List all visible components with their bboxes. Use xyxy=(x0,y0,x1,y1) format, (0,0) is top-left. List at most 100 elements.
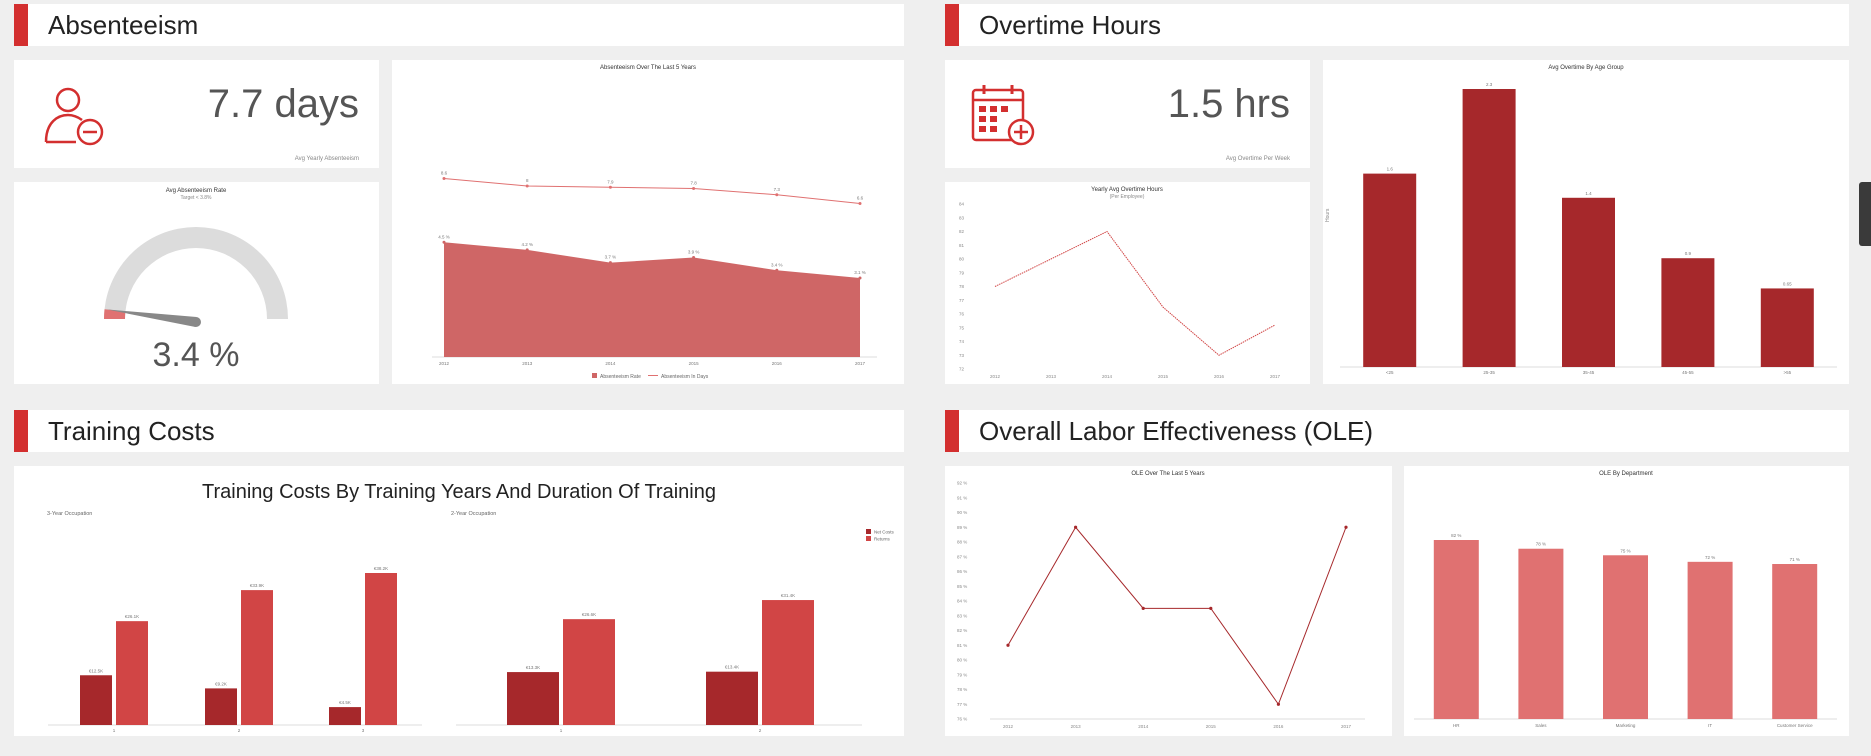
data-point xyxy=(1209,606,1213,610)
y-tick-label: 78 % xyxy=(957,687,967,692)
ole-trend-chart: OLE Over The Last 5 Years 76 % 77 % 78 % 79… xyxy=(957,471,1365,729)
y-tick-label: 90 % xyxy=(957,510,967,515)
group-label: 3-Year Occupation xyxy=(47,511,92,517)
y-tick-label: 89 % xyxy=(957,525,967,530)
y-tick-label: 85 % xyxy=(957,584,967,589)
y-tick-label: 79 xyxy=(959,270,965,275)
x-tick-label: 2017 xyxy=(855,361,866,366)
bar-returns xyxy=(116,621,148,725)
data-label-net: €4.5K xyxy=(339,700,351,705)
x-tick-label: 2013 xyxy=(1046,374,1057,379)
y-tick-label: 77 xyxy=(959,298,965,303)
chart-subtitle: Target < 3.8% xyxy=(181,195,213,201)
bar-returns xyxy=(762,600,814,725)
x-tick-label: 2014 xyxy=(1138,724,1149,729)
data-label-rate: 3.7 % xyxy=(605,255,617,260)
data-label-net: €9.2K xyxy=(215,681,227,686)
side-panel-tab[interactable] xyxy=(1859,182,1871,246)
x-tick-label: 1 xyxy=(560,728,563,733)
x-tick-label: IT xyxy=(1708,723,1712,728)
section-accent xyxy=(14,410,28,452)
data-label-days: 7.3 xyxy=(774,187,781,192)
legend-label-net: Net Costs xyxy=(874,530,895,535)
y-tick-label: 79 % xyxy=(957,672,967,677)
x-tick-label: Customer Service xyxy=(1777,723,1813,728)
x-tick-label: 2015 xyxy=(689,361,700,366)
gauge-card: Avg Absenteeism Rate Target < 3.8% 3.4 % xyxy=(14,182,379,384)
y-tick-label: 81 % xyxy=(957,643,967,648)
chart-legend: Absenteeism Rate Absenteeism In Days xyxy=(592,373,709,380)
gauge-needle xyxy=(106,309,197,327)
section-title: Training Costs xyxy=(48,415,215,446)
x-tick-label: 2014 xyxy=(1102,374,1113,379)
x-tick-label: HR xyxy=(1453,723,1460,728)
kpi-value: 7.7 days xyxy=(207,82,359,126)
y-tick-label: 83 % xyxy=(957,613,967,618)
y-tick-label: 86 % xyxy=(957,569,967,574)
y-tick-label: 76 % xyxy=(957,717,967,722)
data-label-rate: 3.1 % xyxy=(854,270,866,275)
kpi-label: Avg Overtime Per Week xyxy=(1225,156,1290,162)
x-tick-label: Marketing xyxy=(1616,723,1636,728)
bar xyxy=(1462,89,1516,367)
y-axis-label: Hours xyxy=(1325,208,1331,222)
x-tick-label: 2015 xyxy=(1158,374,1169,379)
chart-title: Training Costs By Training Years And Dur… xyxy=(202,481,716,503)
y-tick-label: 82 xyxy=(959,229,965,234)
data-label-net: €12.5K xyxy=(89,668,103,673)
section-title: Overtime Hours xyxy=(979,9,1162,40)
chart-title: OLE Over The Last 5 Years xyxy=(1131,471,1204,477)
data-label: 75 % xyxy=(1620,548,1630,553)
legend-label-returns: Returns xyxy=(874,537,891,542)
data-label: 71 % xyxy=(1790,557,1800,562)
y-tick-label: 74 xyxy=(959,339,965,344)
data-point-days xyxy=(775,193,779,197)
ole-trend-card: OLE Over The Last 5 Years 76 % 77 % 78 % 79… xyxy=(945,466,1392,736)
section-title: Absenteeism xyxy=(48,9,199,40)
data-label-returns: €31.4K xyxy=(781,593,795,598)
bar-returns xyxy=(241,590,273,725)
y-tick-label: 84 % xyxy=(957,599,967,604)
x-tick-label: 2014 xyxy=(605,361,616,366)
training-costs-chart: Training Costs By Training Years And Dur… xyxy=(47,481,895,733)
group-label: 2-Year Occupation xyxy=(451,511,496,517)
bar-returns xyxy=(365,573,397,725)
ole-dept-card: OLE By Department 82 % HR 78 % Sales 75 % Mar… xyxy=(1404,466,1849,736)
data-point-rate xyxy=(525,248,529,252)
absenteeism-trend-chart: Absenteeism Over The Last 5 Years 4.5 % 4… xyxy=(432,65,877,380)
data-label-net: €13.4K xyxy=(725,665,739,670)
x-tick-label: 45-55 xyxy=(1682,370,1694,375)
x-tick-label: 2016 xyxy=(772,361,783,366)
data-label: 1.4 xyxy=(1585,191,1592,196)
bar xyxy=(1363,173,1417,367)
chart-title: OLE By Department xyxy=(1599,471,1653,477)
overtime-age-card: Avg Overtime By Age Group Hours 1.6 <25 2.… xyxy=(1323,60,1849,384)
data-label: 72 % xyxy=(1705,555,1715,560)
kpi-card-absenteeism: 7.7 days Avg Yearly Absenteeism xyxy=(14,60,379,168)
area-series-rate xyxy=(444,242,860,357)
data-label-rate: 4.2 % xyxy=(521,242,533,247)
data-label-rate: 3.4 % xyxy=(771,262,783,267)
x-tick-label: 2016 xyxy=(1214,374,1225,379)
x-tick-label: Sales xyxy=(1535,723,1547,728)
data-label-returns: €26.1K xyxy=(125,614,139,619)
section-title: Overall Labor Effectiveness (OLE) xyxy=(979,415,1374,446)
x-tick-label: 2012 xyxy=(990,374,1001,379)
y-tick-label: 80 % xyxy=(957,658,967,663)
data-label: 1.6 xyxy=(1387,167,1394,172)
x-tick-label: 2013 xyxy=(1071,724,1082,729)
data-point-rate xyxy=(692,256,696,260)
y-tick-label: 82 % xyxy=(957,628,967,633)
x-tick-label: 2017 xyxy=(1270,374,1281,379)
bar-net-costs xyxy=(507,672,559,725)
y-tick-label: 73 xyxy=(959,353,965,358)
data-point-days xyxy=(692,187,696,190)
x-tick-label: 2013 xyxy=(522,361,533,366)
data-label-days: 6.6 xyxy=(857,196,864,201)
data-label-days: 7.8 xyxy=(690,181,697,186)
section-accent xyxy=(945,410,959,452)
data-point-rate xyxy=(608,261,612,265)
y-tick-label: 80 xyxy=(959,257,965,262)
yearly-overtime-card: Yearly Avg Overtime Hours (Per Employee)… xyxy=(945,182,1310,384)
calendar-plus-icon xyxy=(969,82,1041,151)
